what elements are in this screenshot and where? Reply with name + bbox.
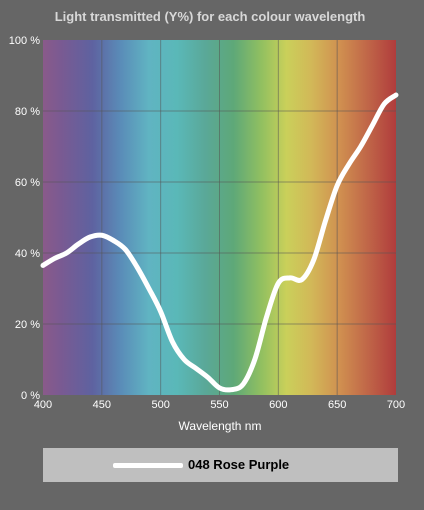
x-tick-label: 450 xyxy=(93,399,111,411)
y-tick-label: 0 % xyxy=(21,390,40,402)
legend-swatch xyxy=(113,463,183,468)
grid xyxy=(43,40,396,395)
x-tick-label: 400 xyxy=(34,399,52,411)
y-tick-label: 20 % xyxy=(15,319,40,331)
series-line-rose-purple xyxy=(40,92,399,393)
y-tick-label: 40 % xyxy=(15,248,40,260)
x-tick-label: 700 xyxy=(387,399,405,411)
y-tick-label: 60 % xyxy=(15,177,40,189)
x-tick-label: 500 xyxy=(151,399,169,411)
x-tick-label: 550 xyxy=(210,399,228,411)
chart-title: Light transmitted (Y%) for each colour w… xyxy=(55,9,366,24)
y-tick-label: 80 % xyxy=(15,106,40,118)
y-tick-label: 100 % xyxy=(9,35,40,47)
legend: 048 Rose Purple xyxy=(43,448,398,482)
x-axis-title: Wavelength nm xyxy=(179,419,262,433)
x-tick-label: 600 xyxy=(269,399,287,411)
x-tick-label: 650 xyxy=(328,399,346,411)
axes: 400 450 500 550 600 650 700 0 % 20 % 40 % 60 % 80 %… xyxy=(9,35,405,411)
legend-label: 048 Rose Purple xyxy=(188,457,290,472)
